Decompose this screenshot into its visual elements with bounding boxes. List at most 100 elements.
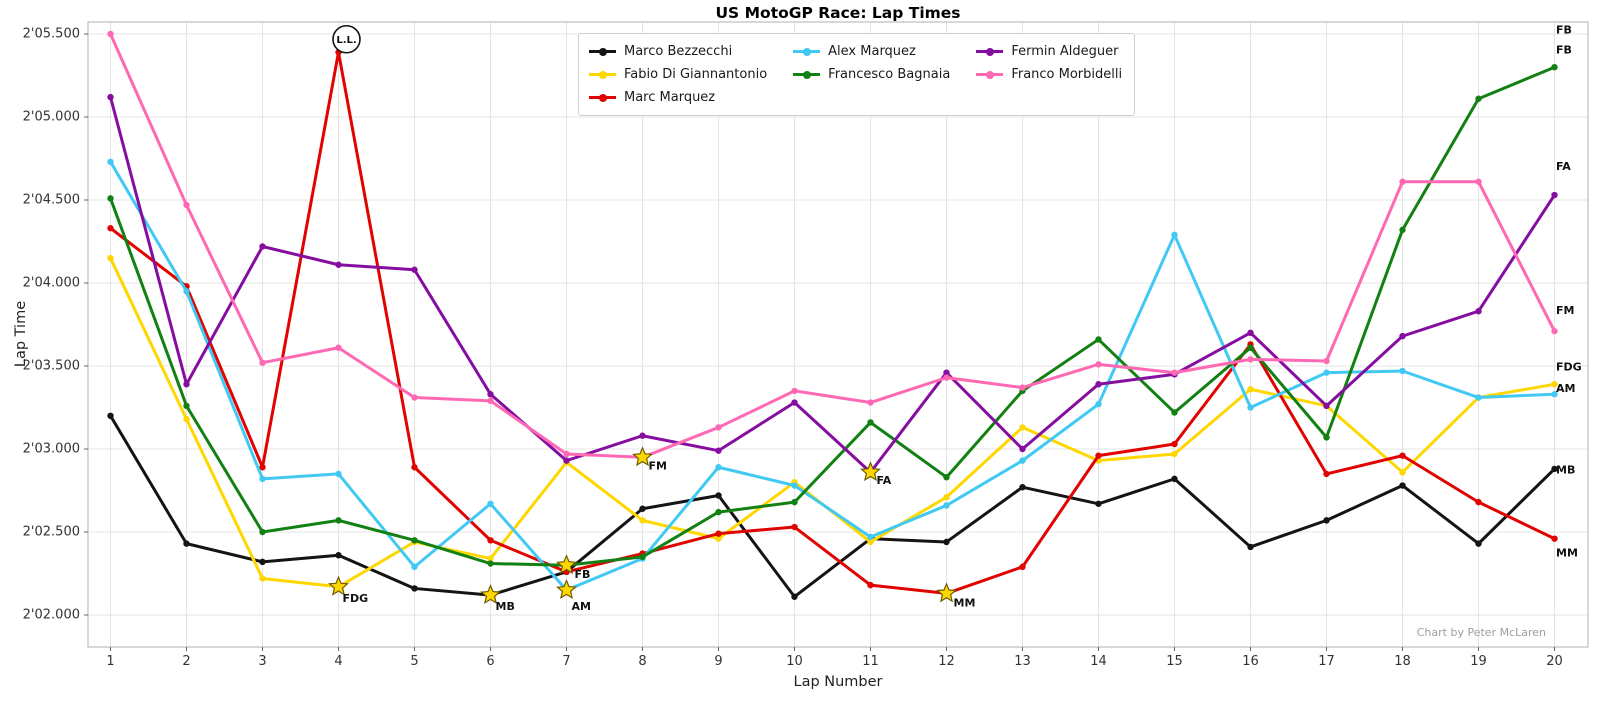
legend-swatch-icon [589, 70, 616, 79]
marker-fermin-aldeguer [715, 447, 722, 454]
marker-fermin-aldeguer [791, 399, 798, 406]
y-tick-label: 2'05.500 [23, 27, 80, 42]
x-tick-label: 4 [334, 654, 342, 669]
y-axis-label: Lap Time [13, 300, 29, 368]
legend-label: Marc Marquez [624, 90, 716, 105]
marker-marc-marquez [1095, 452, 1102, 459]
marker-fermin-aldeguer [487, 391, 494, 398]
legend-column: Alex Marquez Francesco Bagnaia [793, 40, 950, 109]
marker-fabio-di-giannantonio [1399, 469, 1406, 476]
marker-fermin-aldeguer [1323, 402, 1330, 410]
marker-marco-bezzecchi [335, 552, 342, 559]
marker-marco-bezzecchi [183, 540, 190, 547]
legend-swatch-icon [976, 47, 1004, 56]
marker-franco-morbidelli [1399, 178, 1406, 185]
marker-francesco-bagnaia [259, 528, 266, 536]
marker-fermin-aldeguer [183, 381, 190, 388]
marker-francesco-bagnaia [411, 537, 418, 544]
marker-fabio-di-giannantonio [107, 254, 114, 262]
legend-swatch-icon [589, 93, 616, 102]
series-fermin-aldeguer [107, 93, 1558, 476]
x-tick-label: 14 [1090, 654, 1107, 669]
legend-label: Francesco Bagnaia [828, 67, 951, 82]
marker-francesco-bagnaia [1323, 434, 1330, 441]
marker-francesco-bagnaia [1247, 344, 1254, 351]
legend-swatch-icon [793, 70, 821, 79]
legend-item-fabio-di-giannantonio: Fabio Di Giannantonio [589, 63, 767, 86]
marker-franco-morbidelli [1551, 327, 1558, 335]
marker-fabio-di-giannantonio [1019, 424, 1026, 431]
series-francesco-bagnaia [107, 63, 1558, 569]
lucky-lap-circle-icon [332, 24, 361, 54]
marker-franco-morbidelli [183, 201, 190, 209]
marker-franco-morbidelli [867, 399, 874, 406]
marker-francesco-bagnaia [867, 419, 874, 426]
edge-label-fdg: FDG [1556, 361, 1582, 374]
marker-fabio-di-giannantonio [715, 535, 722, 542]
chart-title: US MotoGP Race: Lap Times [715, 4, 961, 22]
star-fdg-icon [328, 575, 349, 596]
x-tick-label: 18 [1394, 654, 1411, 669]
x-tick-label: 7 [562, 654, 570, 669]
y-tick-label: 2'05.000 [23, 110, 80, 125]
edge-label-mm: MM [1556, 547, 1578, 560]
marker-francesco-bagnaia [335, 517, 342, 524]
marker-marco-bezzecchi [1095, 500, 1102, 507]
marker-alex-marquez [791, 482, 798, 489]
y-tick-label: 2'02.000 [23, 608, 80, 623]
x-tick-label: 1 [106, 654, 114, 669]
line-fermin-aldeguer [109, 95, 1556, 474]
star-label-mm: MM [954, 596, 976, 609]
legend-label: Marco Bezzecchi [624, 44, 733, 59]
marker-fabio-di-giannantonio [259, 575, 266, 582]
marker-francesco-bagnaia [1399, 226, 1406, 234]
marker-alex-marquez [867, 533, 874, 541]
edge-label-mb: MB [1556, 464, 1575, 477]
series-alex-marquez [107, 158, 1558, 594]
x-tick-label: 17 [1318, 654, 1335, 669]
marker-francesco-bagnaia [715, 508, 722, 516]
marker-marco-bezzecchi [715, 492, 722, 499]
plot-border [87, 21, 1589, 648]
marker-fabio-di-giannantonio [183, 415, 190, 423]
marker-alex-marquez [487, 500, 494, 507]
marker-marc-marquez [1323, 470, 1330, 478]
legend-label: Alex Marquez [828, 44, 916, 59]
marker-marc-marquez [1551, 535, 1558, 542]
marker-fermin-aldeguer [563, 457, 570, 464]
marker-alex-marquez [1475, 394, 1482, 401]
marker-franco-morbidelli [1171, 369, 1178, 376]
axis-ticks: 2'02.000 2'02.500 2'03.000 2'03.500 2'04.000… [23, 27, 1563, 670]
marker-franco-morbidelli [1019, 384, 1026, 391]
line-fabio-di-giannantonio [109, 256, 1556, 589]
star-am-icon [556, 579, 577, 600]
star-fa-icon [860, 461, 881, 482]
marker-franco-morbidelli [563, 450, 570, 458]
marker-francesco-bagnaia [1095, 336, 1102, 343]
x-tick-label: 3 [258, 654, 266, 669]
marker-fermin-aldeguer [1247, 329, 1254, 336]
star-fb-icon [556, 554, 577, 575]
x-tick-label: 9 [714, 654, 722, 669]
edge-label-fb: FB [1556, 24, 1572, 37]
marker-francesco-bagnaia [791, 498, 798, 506]
marker-alex-marquez [715, 464, 722, 471]
marker-marc-marquez [487, 537, 494, 544]
marker-alex-marquez [411, 563, 418, 571]
marker-marco-bezzecchi [1019, 483, 1026, 491]
marker-fermin-aldeguer [1399, 332, 1406, 340]
marker-fermin-aldeguer [411, 266, 418, 273]
marker-marc-marquez [1475, 498, 1482, 506]
marker-franco-morbidelli [411, 394, 418, 401]
legend-item-alex-marquez: Alex Marquez [793, 40, 950, 63]
marker-marco-bezzecchi [1323, 517, 1330, 524]
line-marc-marquez [109, 50, 1556, 595]
annotations: FDG MB AM FB FM FA MM L.L. [328, 24, 976, 613]
marker-marco-bezzecchi [1475, 540, 1482, 547]
marker-marco-bezzecchi [1551, 465, 1558, 473]
star-mm-icon [936, 582, 957, 603]
x-tick-label: 6 [486, 654, 494, 669]
line-marco-bezzecchi [109, 414, 1556, 599]
x-tick-label: 16 [1242, 654, 1259, 669]
y-tick-label: 2'02.500 [23, 525, 80, 540]
